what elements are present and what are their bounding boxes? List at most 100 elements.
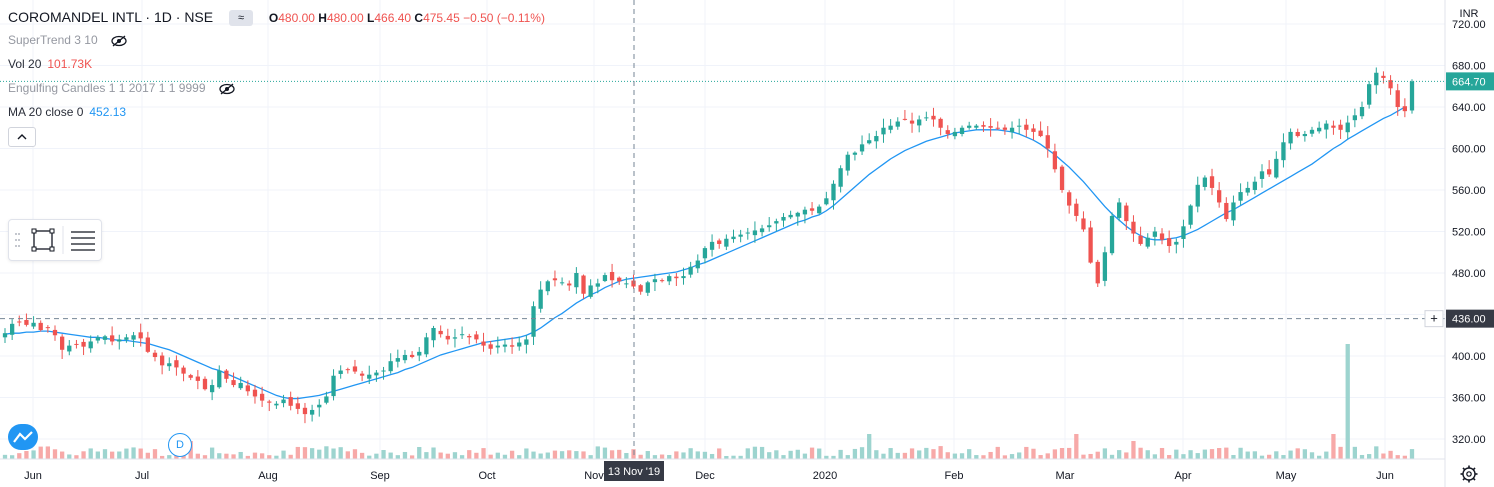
candle-body: [431, 327, 436, 341]
price-tick-label: 680.00: [1452, 61, 1486, 73]
timeframe-badge[interactable]: D: [168, 433, 192, 457]
candle-body: [102, 336, 108, 340]
volume-bar: [1045, 453, 1050, 459]
candle-body: [67, 345, 72, 352]
volume-bar: [567, 450, 572, 459]
volume-bar: [24, 451, 29, 459]
candle-body: [509, 345, 515, 347]
candle-body: [709, 241, 715, 250]
price-tick-label: 480.00: [1452, 268, 1486, 280]
volume-bar: [302, 447, 308, 459]
candle-body: [374, 372, 379, 376]
indicator-volume[interactable]: Vol 20 101.73K: [8, 57, 92, 71]
candle-body: [474, 334, 479, 340]
volume-bar: [9, 455, 15, 459]
volume-bar: [1059, 448, 1065, 459]
volume-bar: [224, 453, 229, 459]
volume-bar: [902, 452, 908, 459]
candle-body: [467, 336, 472, 338]
volume-bar: [588, 455, 593, 459]
candle-body: [1124, 205, 1129, 222]
volume-bar: [1409, 449, 1415, 459]
volume-bar: [109, 451, 115, 459]
candle-body: [845, 154, 850, 171]
volume-bar: [781, 455, 786, 459]
candle-body: [59, 336, 65, 350]
volume-bar: [67, 454, 72, 459]
candle-body: [952, 131, 958, 137]
volume-bar: [624, 453, 629, 459]
candle-body: [324, 396, 329, 403]
candle-body: [559, 282, 565, 284]
close-value: 475.45: [423, 11, 460, 25]
indicator-ma[interactable]: MA 20 close 0 452.13: [8, 105, 126, 119]
volume-bar: [1002, 455, 1008, 459]
candle-body: [145, 337, 150, 352]
crosshair-date-tag-bg: [604, 461, 664, 481]
gear-icon[interactable]: [1460, 465, 1478, 483]
candle-body: [1024, 124, 1029, 130]
indicator-name: SuperTrend 3 10: [8, 33, 98, 47]
volume-bar: [1381, 453, 1386, 459]
candle-body: [595, 283, 600, 287]
candle-body: [402, 354, 408, 361]
time-axis: Jun Jul Aug Sep Oct Nov Dec 2020 Feb Mar Apr May Jun…: [0, 458, 1478, 483]
candle-body: [52, 329, 58, 336]
volume-bar: [1088, 453, 1093, 459]
volume-bar: [1159, 447, 1165, 459]
volume-bar: [1288, 450, 1293, 459]
price-tick-label: 600.00: [1452, 144, 1486, 156]
candle-body: [1367, 84, 1372, 105]
candle-body: [895, 121, 900, 127]
candle-body: [974, 125, 979, 128]
volume-bar: [17, 453, 22, 459]
eye-crossed-icon[interactable]: [219, 83, 235, 95]
candle-body: [1395, 90, 1400, 107]
candle-body: [681, 276, 686, 279]
collapse-legend-button[interactable]: [8, 127, 36, 147]
price-tick-label: 360.00: [1452, 393, 1486, 405]
indicator-engulfing[interactable]: Engulfing Candles 1 1 2017 1 1 9999: [8, 81, 235, 95]
eye-crossed-icon[interactable]: [111, 35, 127, 47]
candle-body: [195, 376, 200, 381]
candle-body: [1081, 218, 1086, 230]
candle-body: [252, 389, 258, 397]
candle-body: [1252, 181, 1258, 190]
volume-bar: [917, 450, 922, 459]
candle-body: [1038, 130, 1043, 137]
volume-bar: [852, 448, 858, 459]
compare-button[interactable]: ≈: [229, 10, 253, 27]
candle-body: [545, 281, 550, 292]
candle-body: [995, 127, 1000, 129]
volume-bar: [88, 448, 93, 459]
volume-bar: [1138, 447, 1143, 459]
volume-bar: [645, 451, 650, 459]
volume-bar: [1109, 454, 1115, 459]
indicator-supertrend[interactable]: SuperTrend 3 10: [8, 33, 127, 47]
candle-body: [359, 373, 365, 376]
volume-bar: [402, 451, 408, 459]
candle-body: [831, 183, 836, 201]
volume-bar: [831, 455, 836, 459]
symbol-title[interactable]: COROMANDEL INTL · 1D · NSE: [8, 9, 214, 25]
candle-body: [1388, 80, 1393, 89]
volume-bar: [167, 455, 172, 459]
candle-body: [445, 335, 450, 340]
candle-body: [1331, 125, 1336, 128]
volume-bar: [495, 452, 500, 459]
candle-body: [1402, 106, 1408, 112]
volume-bar: [674, 451, 679, 459]
volume-bar: [1067, 447, 1072, 459]
candle-body: [924, 117, 929, 119]
volume-bar: [145, 452, 150, 459]
drag-handle-icon[interactable]: [15, 233, 20, 247]
candle-body: [1167, 238, 1172, 247]
line-settings-icon[interactable]: [71, 231, 95, 251]
tradingview-logo[interactable]: [8, 424, 38, 450]
candle-body: [1017, 125, 1022, 127]
rectangle-tool-icon[interactable]: [31, 228, 55, 252]
candle-body: [1317, 127, 1322, 132]
candle-body: [609, 271, 615, 281]
candle-body: [717, 240, 722, 244]
